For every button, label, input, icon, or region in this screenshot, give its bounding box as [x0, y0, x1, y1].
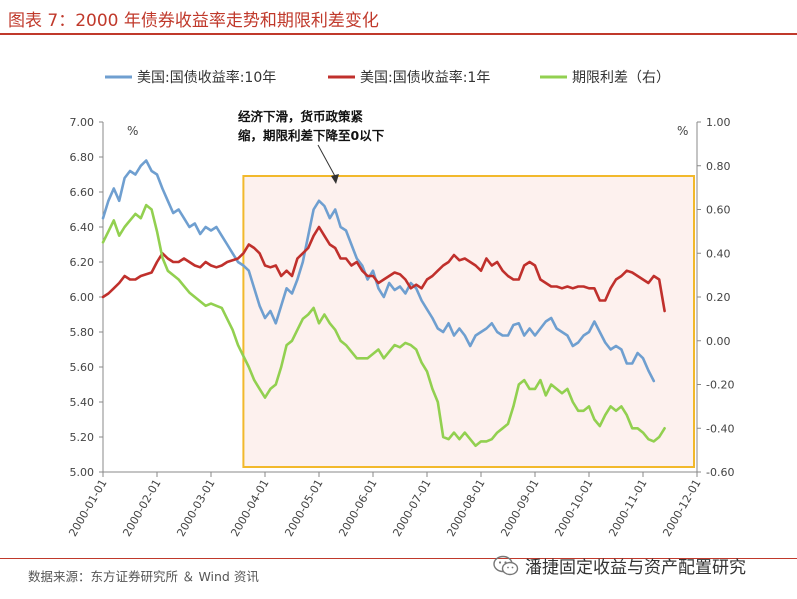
right-tick-label: -0.40	[706, 422, 734, 435]
left-axis-unit: %	[127, 124, 138, 138]
right-tick-label: 0.40	[706, 247, 731, 260]
right-axis-unit: %	[677, 124, 688, 138]
left-tick-label: 6.60	[70, 186, 95, 199]
x-tick-label: 2000-05-01	[282, 477, 325, 539]
left-tick-label: 5.80	[70, 326, 95, 339]
right-tick-label: -0.20	[706, 379, 734, 392]
x-tick-label: 2000-03-01	[174, 477, 217, 539]
x-tick-label: 2000-09-01	[498, 477, 541, 539]
data-source: 数据来源：东方证券研究所 ＆ Wind 资讯	[28, 569, 259, 584]
footer-rule	[0, 558, 797, 559]
legend-entry-1y: 美国:国债收益率:1年	[360, 69, 490, 86]
right-tick-label: 1.00	[706, 116, 731, 129]
right-tick-label: -0.60	[706, 466, 734, 479]
x-tick-label: 2000-02-01	[120, 477, 163, 539]
watermark: 潘捷固定收益与资产配置研究	[493, 553, 746, 578]
x-tick-label: 2000-08-01	[444, 477, 487, 539]
x-tick-label: 2000-07-01	[390, 477, 433, 539]
series-line-1y	[101, 225, 666, 313]
left-tick-label: 6.40	[70, 221, 95, 234]
watermark-text: 潘捷固定收益与资产配置研究	[525, 558, 746, 578]
x-tick-label: 2000-04-01	[228, 477, 271, 539]
left-tick-label: 7.00	[70, 116, 95, 129]
series-line-10y	[101, 159, 656, 383]
title-rule	[0, 33, 797, 35]
legend-entry-spread: 期限利差（右）	[572, 70, 670, 86]
chart-title: 图表 7：2000 年债券收益率走势和期限利差变化	[8, 11, 379, 31]
x-tick-label: 2000-10-01	[552, 477, 595, 539]
legend-entry-10y: 美国:国债收益率:10年	[137, 69, 276, 86]
left-tick-label: 6.00	[70, 291, 95, 304]
right-tick-label: 0.80	[706, 160, 731, 173]
left-tick-label: 5.40	[70, 396, 95, 409]
annotation-pointer	[317, 144, 337, 179]
left-tick-label: 6.80	[70, 151, 95, 164]
x-tick-label: 2000-06-01	[336, 477, 379, 539]
left-tick-label: 5.20	[70, 431, 95, 444]
x-tick-label: 2000-11-01	[606, 477, 649, 539]
right-tick-label: 0.00	[706, 335, 731, 348]
x-tick-label: 2000-12-01	[660, 477, 703, 539]
annotation-line: 缩，期限利差下降至0以下	[238, 128, 385, 143]
x-tick-label: 2000-01-01	[66, 477, 109, 539]
annotation-line: 经济下滑，货币政策紧	[238, 109, 364, 124]
wechat-icon	[493, 555, 519, 575]
annotation-arrowhead	[331, 174, 339, 184]
right-tick-label: 0.20	[706, 291, 731, 304]
left-tick-label: 5.60	[70, 361, 95, 374]
left-tick-label: 5.00	[70, 466, 95, 479]
right-tick-label: 0.60	[706, 204, 731, 217]
series-line-spread	[101, 203, 666, 448]
line-chart: 7.00 6.80 6.60 6.40 6.20 6.00 5.80 5.60 5.40 5.20…	[66, 69, 734, 539]
left-tick-label: 6.20	[70, 256, 95, 269]
